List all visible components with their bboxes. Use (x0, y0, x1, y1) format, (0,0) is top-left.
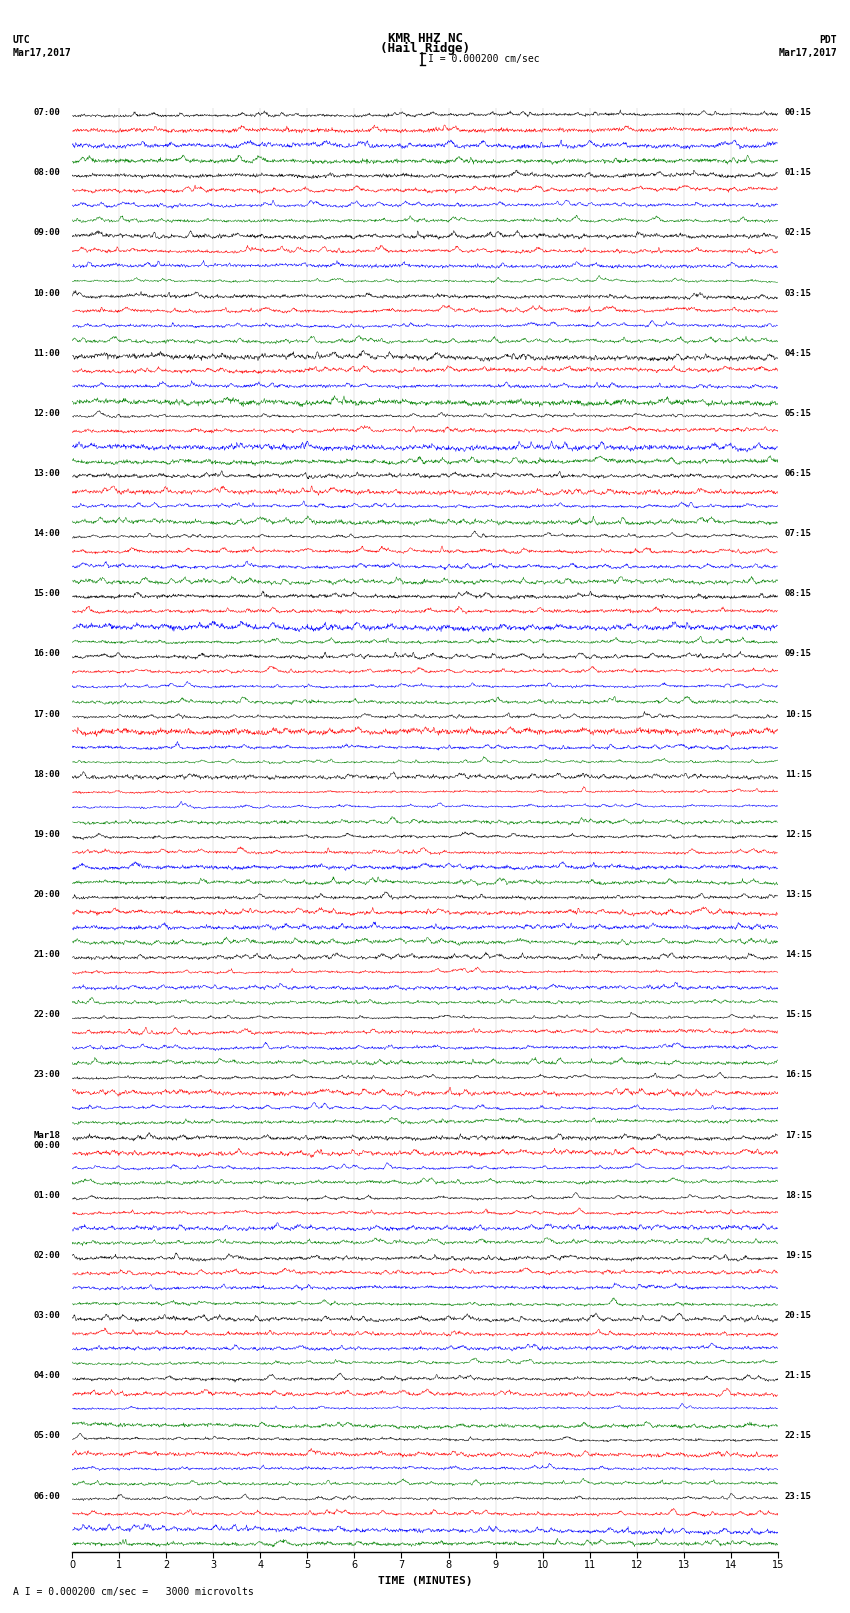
Text: 22:15: 22:15 (785, 1431, 812, 1440)
Text: 07:00: 07:00 (34, 108, 60, 118)
Text: 13:00: 13:00 (34, 469, 60, 477)
Text: 05:00: 05:00 (34, 1431, 60, 1440)
Text: 08:00: 08:00 (34, 168, 60, 177)
Text: PDT
Mar17,2017: PDT Mar17,2017 (779, 35, 837, 58)
Text: 16:00: 16:00 (34, 650, 60, 658)
Text: 17:15: 17:15 (785, 1131, 812, 1140)
Text: 22:00: 22:00 (34, 1010, 60, 1019)
Text: 04:15: 04:15 (785, 348, 812, 358)
Text: 10:15: 10:15 (785, 710, 812, 718)
Text: 09:15: 09:15 (785, 650, 812, 658)
Text: 02:15: 02:15 (785, 229, 812, 237)
Text: 11:15: 11:15 (785, 769, 812, 779)
Text: 09:00: 09:00 (34, 229, 60, 237)
Text: 15:00: 15:00 (34, 589, 60, 598)
Text: I = 0.000200 cm/sec: I = 0.000200 cm/sec (428, 53, 539, 65)
Text: 23:00: 23:00 (34, 1071, 60, 1079)
Text: 12:15: 12:15 (785, 829, 812, 839)
Text: 21:15: 21:15 (785, 1371, 812, 1381)
Text: Mar18
00:00: Mar18 00:00 (34, 1131, 60, 1150)
Text: 11:00: 11:00 (34, 348, 60, 358)
Text: 21:00: 21:00 (34, 950, 60, 960)
Text: 14:15: 14:15 (785, 950, 812, 960)
Text: KMR HHZ NC: KMR HHZ NC (388, 32, 462, 45)
Text: 05:15: 05:15 (785, 408, 812, 418)
Text: 19:15: 19:15 (785, 1252, 812, 1260)
Text: 06:15: 06:15 (785, 469, 812, 477)
Text: 18:15: 18:15 (785, 1190, 812, 1200)
Text: 03:00: 03:00 (34, 1311, 60, 1319)
Text: 20:15: 20:15 (785, 1311, 812, 1319)
Text: 15:15: 15:15 (785, 1010, 812, 1019)
Text: 18:00: 18:00 (34, 769, 60, 779)
Text: 20:00: 20:00 (34, 890, 60, 898)
Text: 00:15: 00:15 (785, 108, 812, 118)
Text: 01:00: 01:00 (34, 1190, 60, 1200)
Text: 14:00: 14:00 (34, 529, 60, 539)
Text: 10:00: 10:00 (34, 289, 60, 297)
Text: 13:15: 13:15 (785, 890, 812, 898)
Text: 06:00: 06:00 (34, 1492, 60, 1500)
Text: 19:00: 19:00 (34, 829, 60, 839)
Text: 16:15: 16:15 (785, 1071, 812, 1079)
Text: 01:15: 01:15 (785, 168, 812, 177)
Text: 03:15: 03:15 (785, 289, 812, 297)
Text: A I = 0.000200 cm/sec =   3000 microvolts: A I = 0.000200 cm/sec = 3000 microvolts (13, 1587, 253, 1597)
Text: 17:00: 17:00 (34, 710, 60, 718)
X-axis label: TIME (MINUTES): TIME (MINUTES) (377, 1576, 473, 1586)
Text: (Hail Ridge): (Hail Ridge) (380, 42, 470, 55)
Text: 02:00: 02:00 (34, 1252, 60, 1260)
Text: 08:15: 08:15 (785, 589, 812, 598)
Text: UTC
Mar17,2017: UTC Mar17,2017 (13, 35, 71, 58)
Text: 04:00: 04:00 (34, 1371, 60, 1381)
Text: 07:15: 07:15 (785, 529, 812, 539)
Text: 12:00: 12:00 (34, 408, 60, 418)
Text: 23:15: 23:15 (785, 1492, 812, 1500)
